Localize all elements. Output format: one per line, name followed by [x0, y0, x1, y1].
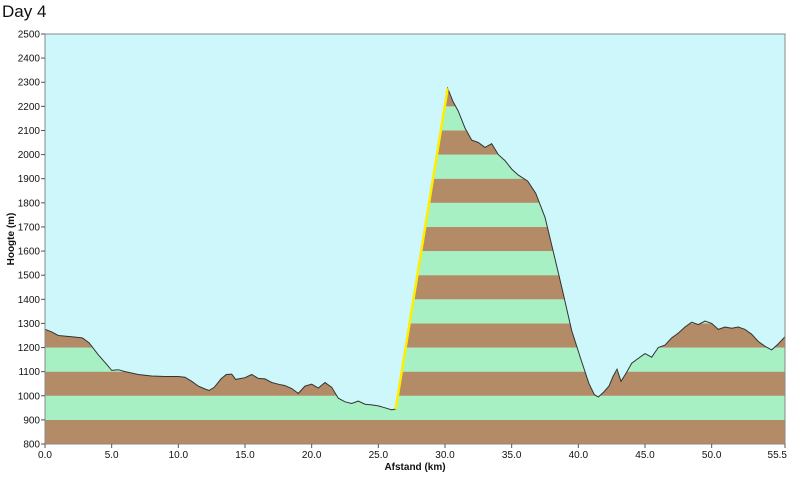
- x-tick-label: 30.0: [435, 450, 455, 461]
- y-tick-label: 900: [23, 415, 40, 426]
- x-tick-label: 5.0: [105, 450, 119, 461]
- x-tick-label: 25.0: [369, 450, 389, 461]
- elevation-band: [45, 419, 785, 444]
- y-tick-label: 1500: [18, 271, 41, 282]
- x-tick-label: 20.0: [302, 450, 322, 461]
- elevation-profile-line: [45, 86, 785, 411]
- y-tick-label: 2300: [18, 78, 41, 89]
- y-tick-label: 2500: [18, 30, 41, 41]
- y-tick-label: 2200: [18, 102, 41, 113]
- y-tick-label: 1000: [18, 391, 41, 402]
- plot-border: [44, 33, 786, 445]
- y-tick-label: 800: [23, 440, 40, 451]
- y-tick-label: 2000: [18, 150, 41, 161]
- y-tick-label: 1400: [18, 295, 41, 306]
- y-tick-label: 1800: [18, 198, 41, 209]
- y-axis-label: Hoogte (m): [6, 213, 17, 266]
- y-tick-label: 1900: [18, 174, 41, 185]
- x-tick-label: 0.0: [38, 450, 52, 461]
- x-tick-label: 40.0: [569, 450, 589, 461]
- x-tick-label: 35.0: [502, 450, 522, 461]
- y-axis-ticks: 800 900 1000 1100 1200 1300 1400 1500 1600 1700 18…: [18, 30, 45, 451]
- y-tick-label: 1100: [18, 367, 40, 378]
- x-tick-label: 45.0: [635, 450, 655, 461]
- x-axis-label: Afstand (km): [384, 462, 445, 473]
- y-tick-label: 1200: [18, 343, 41, 354]
- x-tick-label: 55.5: [768, 450, 788, 461]
- x-axis-ticks: 0.0 5.0 10.0 15.0 20.0 25.0 30.0 35.0 40.0 45.0 50…: [38, 444, 787, 461]
- y-tick-label: 1600: [18, 247, 41, 258]
- x-tick-label: 10.0: [169, 450, 189, 461]
- y-tick-label: 1300: [18, 319, 41, 330]
- y-tick-label: 2400: [18, 54, 41, 65]
- y-tick-label: 1700: [18, 222, 41, 233]
- page-title: Day 4: [2, 2, 47, 21]
- climb-highlight-line: [394, 88, 449, 410]
- y-tick-label: 2100: [18, 126, 41, 137]
- elevation-band: [45, 395, 785, 420]
- x-tick-label: 50.0: [702, 450, 722, 461]
- x-tick-label: 15.0: [235, 450, 255, 461]
